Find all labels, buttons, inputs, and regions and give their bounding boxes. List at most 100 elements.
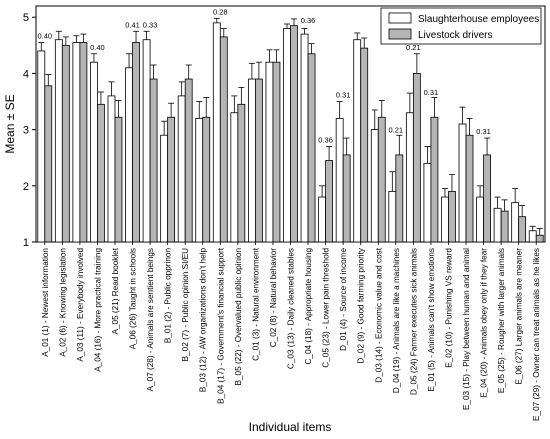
bar-livestock bbox=[219, 36, 228, 243]
bar-slaughterhouse bbox=[423, 162, 432, 243]
x-axis: A_01 (1) - Newest information A_02 (6) - … bbox=[41, 242, 541, 421]
bar-livestock bbox=[395, 154, 404, 243]
bar-livestock bbox=[500, 210, 509, 243]
bar-livestock bbox=[167, 116, 176, 243]
y-tick-label: 3 bbox=[23, 125, 29, 137]
bar-slaughterhouse bbox=[493, 207, 502, 243]
bar-livestock bbox=[97, 103, 105, 243]
x-tick-label: E_07 (29) - Owner can treat animals as h… bbox=[532, 248, 541, 421]
x-tick-label: C_05 (23) - Lower pain threshold bbox=[322, 248, 331, 368]
bar-slaughterhouse bbox=[476, 196, 484, 243]
x-tick-label: E_01 (5) - Animals can't show emotions bbox=[427, 248, 436, 392]
bar-slaughterhouse bbox=[247, 78, 256, 243]
x-tick-label: E_06 (27) Larger animals are meaner bbox=[515, 248, 524, 385]
legend: Slaughterhouse employees Livestock drive… bbox=[380, 7, 542, 45]
bar-slaughterhouse bbox=[90, 61, 98, 243]
bar-slaughterhouse bbox=[177, 95, 186, 243]
significance-annotations: 0.40 0.40 0.41 0.33 0.28 0.36 0.36 0.31 0.21 0.21… bbox=[37, 7, 490, 144]
p-value-label: 0.40 bbox=[90, 43, 105, 52]
bar-slaughterhouse bbox=[511, 202, 520, 243]
bar-livestock bbox=[483, 154, 491, 243]
bar-slaughterhouse bbox=[353, 39, 362, 243]
bar-livestock bbox=[202, 116, 211, 243]
x-tick-label: E_02 (10) - Punishing VS reward bbox=[444, 248, 453, 368]
p-value-label: 0.40 bbox=[37, 32, 52, 41]
bar-slaughterhouse bbox=[370, 129, 379, 243]
bar-slaughterhouse bbox=[441, 196, 449, 243]
x-tick-label: A_03 (11) - Everybody involved bbox=[76, 248, 85, 362]
bar-livestock bbox=[377, 116, 386, 243]
bar-slaughterhouse bbox=[388, 191, 397, 243]
x-tick-label: B_05 (22) - Overvalued public opinion bbox=[234, 248, 243, 386]
bar-livestock bbox=[290, 25, 298, 243]
x-tick-label: B_01 (2) - Public opprinon bbox=[164, 248, 173, 344]
x-tick-label: D_01 (4) - Source of income bbox=[339, 248, 348, 351]
p-value-label: 0.21 bbox=[389, 125, 404, 134]
x-tick-label: D_02 (9) - Good farming priority bbox=[357, 247, 366, 363]
bar-slaughterhouse bbox=[160, 134, 169, 243]
x-tick-label: C_03 (13) - Daily cleaned stables bbox=[287, 248, 296, 369]
legend-swatch-livestock bbox=[388, 28, 412, 40]
x-axis-label: Individual items bbox=[249, 420, 332, 434]
chart-marks bbox=[37, 17, 544, 243]
legend-swatch-slaughterhouse bbox=[388, 12, 412, 24]
x-tick-label: B_03 (12) - AW organizations don't help bbox=[199, 248, 208, 393]
x-tick-label: D_04 (19) - Animals are like a machines bbox=[392, 248, 401, 393]
bar-slaughterhouse bbox=[528, 230, 537, 243]
p-value-label: 0.33 bbox=[143, 20, 158, 29]
x-tick-label: D_05 (24) Farmer executes sick animals bbox=[409, 248, 418, 395]
y-tick-label: 1 bbox=[23, 237, 29, 249]
y-tick-label: 5 bbox=[23, 12, 29, 24]
bar-slaughterhouse bbox=[72, 42, 81, 243]
x-tick-label: A_02 (6) - Knowing legislation bbox=[58, 248, 67, 357]
y-axis: 1 2 3 4 5 bbox=[23, 12, 36, 249]
bar-slaughterhouse bbox=[283, 28, 291, 243]
bar-slaughterhouse bbox=[458, 123, 467, 243]
bar-livestock bbox=[430, 116, 439, 243]
x-tick-label: C_01 (3) - Natural environment bbox=[251, 247, 260, 361]
p-value-label: 0.31 bbox=[424, 88, 439, 97]
bar-livestock bbox=[412, 73, 421, 243]
x-tick-label: D_03 (14) - Economic value and cost bbox=[374, 247, 383, 382]
x-tick-label: A_06 (26) Taught in schools bbox=[129, 248, 138, 349]
legend-label-slaughterhouse: Slaughterhouse employees bbox=[418, 14, 539, 25]
bar-livestock bbox=[44, 85, 53, 243]
bar-slaughterhouse bbox=[300, 33, 309, 243]
bar-livestock bbox=[132, 42, 140, 243]
x-tick-label: B_04 (17) - Government's financial suppo… bbox=[216, 247, 225, 404]
x-tick-label: E_05 (25) - Rougher with larger animals bbox=[497, 248, 506, 393]
x-tick-label: A_07 (28) - Animals are sentient beings bbox=[146, 248, 155, 391]
bar-livestock bbox=[325, 160, 334, 243]
bar-slaughterhouse bbox=[335, 117, 344, 243]
bar-slaughterhouse bbox=[107, 95, 116, 243]
bar-livestock bbox=[272, 61, 281, 243]
bar-slaughterhouse bbox=[37, 50, 46, 243]
bar-slaughterhouse bbox=[230, 112, 239, 243]
bar-livestock bbox=[448, 191, 456, 243]
x-tick-label: E_04 (20) - Animals obey only if they fe… bbox=[480, 248, 489, 398]
p-value-label: 0.36 bbox=[301, 16, 316, 25]
bar-livestock bbox=[535, 234, 544, 243]
p-value-label: 0.41 bbox=[125, 20, 140, 29]
bar-slaughterhouse bbox=[195, 117, 204, 243]
bar-livestock bbox=[61, 44, 70, 243]
bar-slaughterhouse bbox=[318, 196, 327, 243]
bar-slaughterhouse bbox=[142, 39, 151, 243]
x-tick-label: A_05 (21) Read booklet bbox=[111, 247, 120, 334]
bar-livestock bbox=[79, 42, 88, 243]
bar-livestock bbox=[114, 116, 123, 243]
p-value-label: 0.31 bbox=[476, 127, 491, 136]
bar-slaughterhouse bbox=[54, 39, 63, 243]
legend-label-livestock: Livestock drivers bbox=[418, 30, 492, 41]
bar-livestock bbox=[465, 134, 474, 243]
p-value-label: 0.28 bbox=[213, 7, 228, 16]
x-tick-label: C_02 (8) - Natural behavior bbox=[269, 248, 278, 347]
bar-slaughterhouse bbox=[125, 67, 133, 243]
y-tick-label: 2 bbox=[23, 181, 29, 193]
bar-slaughterhouse bbox=[405, 112, 414, 243]
bar-livestock bbox=[254, 78, 263, 243]
x-tick-label: E_03 (15) - Play between human and anima… bbox=[462, 248, 471, 410]
y-tick-label: 4 bbox=[23, 68, 29, 80]
y-axis-label: Mean ± SE bbox=[3, 94, 17, 153]
